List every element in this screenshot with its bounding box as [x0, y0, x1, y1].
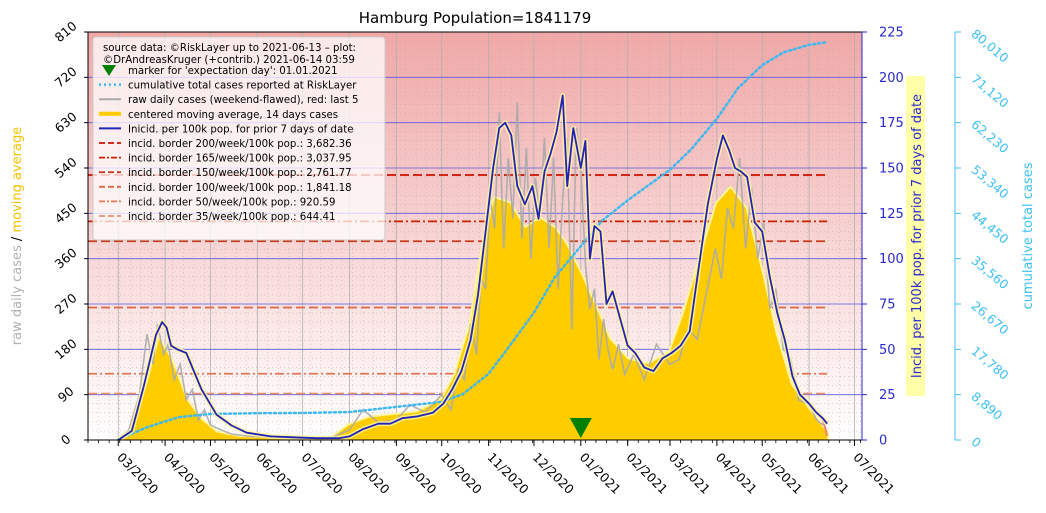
left-tick-label: 360: [52, 245, 80, 272]
right1-tick-label: 75: [879, 298, 896, 313]
x-tick-label: 05/2020: [206, 450, 253, 497]
right2-tick-label: 35,560: [969, 253, 1012, 293]
left-tick-label: 90: [55, 383, 77, 405]
right1-tick-label: 175: [879, 116, 904, 131]
x-tick-label: 07/2021: [850, 450, 897, 497]
cumulative-series: [116, 40, 829, 440]
right-axis-label-incidence: Incid. per 100k pop. for prior 7 days of…: [906, 76, 925, 396]
left-tick-label: 0: [58, 431, 74, 448]
right2-tick-label: 17,780: [969, 343, 1012, 383]
x-tick-label: 12/2020: [530, 450, 577, 497]
left-tick-label: 720: [52, 64, 80, 91]
legend-item-label: incid. border 165/week/100k pop.: 3,037.…: [128, 154, 352, 165]
x-tick-label: 06/2020: [253, 450, 300, 497]
right2-tick-label: 8,890: [969, 389, 1006, 424]
right-axis-label-incidence-text: Incid. per 100k pop. for prior 7 days of…: [910, 94, 925, 378]
x-tick-label: 04/2021: [713, 450, 760, 497]
x-tick-label: 11/2020: [484, 450, 531, 497]
legend-item-label: incid. border 150/week/100k pop.: 2,761.…: [128, 168, 352, 179]
left-tick-label: 630: [52, 109, 80, 136]
left-axis-label-sep: /: [10, 236, 25, 241]
x-tick-label: 03/2021: [666, 450, 713, 497]
right1-tick-label: 225: [879, 26, 904, 41]
right-axis-label-cumulative: cumulative total cases: [1021, 162, 1036, 309]
left-axis-label-raw: raw daily cases: [10, 245, 25, 345]
right1-tick-label: 50: [879, 343, 896, 358]
legend-source-line: ©DrAndreasKruger (+contrib.) 2021-06-14 …: [103, 55, 355, 66]
incidence-line: [117, 94, 828, 440]
expectation-marker: [569, 418, 592, 438]
x-tick-label: 06/2021: [805, 450, 852, 497]
chart-title: Hamburg Population=1841179: [359, 9, 592, 27]
cumulative-line: [116, 40, 829, 440]
left-axis-label: raw daily cases / moving average: [10, 127, 25, 345]
legend-item-label: incid. border 35/week/100k pop.: 644.41: [128, 212, 335, 223]
x-tick-label: 03/2020: [114, 450, 161, 497]
legend-item-label: cumulative total cases reported at RiskL…: [128, 81, 357, 92]
x-tick-label: 09/2020: [392, 450, 439, 497]
x-tick-label: 08/2020: [345, 450, 392, 497]
x-tick-label: 10/2020: [438, 450, 485, 497]
right2-tick-label: 26,670: [969, 298, 1012, 338]
x-tick-label: 04/2020: [161, 450, 208, 497]
legend-box: [92, 36, 386, 241]
right1-tick-label: 200: [879, 71, 904, 86]
x-tick-label: 05/2021: [758, 450, 805, 497]
right1-tick-label: 0: [879, 434, 887, 449]
left-tick-label: 540: [52, 154, 80, 181]
left-tick-label: 810: [52, 18, 80, 45]
legend: source data: ©RiskLayer up to 2021-06-13…: [92, 36, 386, 241]
expectation-marker-triangle: [569, 418, 592, 438]
right2-tick-label: 71,120: [969, 71, 1012, 111]
legend-item-label: centered moving average, 14 days cases: [128, 110, 338, 121]
raw-daily-line: [117, 102, 824, 440]
left-axis-label-ma: moving average: [10, 127, 25, 233]
right1-tick-label: 150: [879, 162, 904, 177]
right1-tick-label: 25: [879, 388, 896, 403]
left-tick-label: 270: [52, 290, 80, 317]
legend-source-line: source data: ©RiskLayer up to 2021-06-13…: [103, 43, 356, 54]
legend-swatch-marker: [102, 65, 116, 76]
legend-item-label: incid. border 200/week/100k pop.: 3,682.…: [128, 139, 352, 150]
legend-item-label: marker for 'expectation day': 01.01.2021: [128, 66, 338, 77]
legend-item-label: raw daily cases (weekend-flawed), red: l…: [128, 95, 359, 106]
left-tick-label: 180: [52, 336, 80, 363]
legend-item-label: incid. border 50/week/100k pop.: 920.59: [128, 197, 335, 208]
left-tick-label: 450: [52, 200, 80, 227]
right2-tick-label: 53,340: [969, 162, 1012, 202]
x-tick-label: 01/2021: [577, 450, 624, 497]
x-tick-label: 07/2020: [299, 450, 346, 497]
legend-item-label: Inicid. per 100k pop. for prior 7 days o…: [128, 124, 353, 135]
incidence-series: [116, 93, 830, 440]
x-tick-label: 02/2021: [624, 450, 671, 497]
right2-tick-label: 62,230: [969, 117, 1012, 157]
right1-tick-label: 125: [879, 207, 904, 222]
legend-item-label: incid. border 100/week/100k pop.: 1,841.…: [128, 183, 352, 194]
right1-tick-label: 100: [879, 252, 904, 267]
right2-tick-label: 44,450: [969, 207, 1012, 247]
right2-tick-label: 0: [969, 434, 985, 451]
right2-tick-label: 80,010: [969, 26, 1012, 66]
